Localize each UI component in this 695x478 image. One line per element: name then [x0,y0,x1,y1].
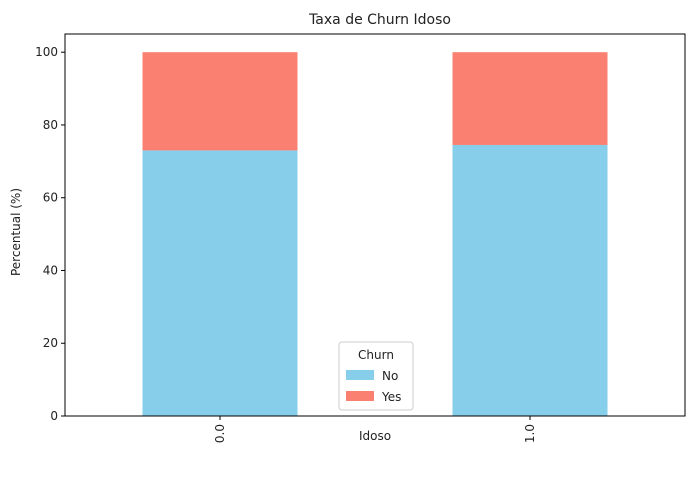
y-ticks-group: 0 20 40 60 80 100 [35,45,65,423]
y-tick-label-1: 20 [43,336,58,350]
y-tick-label-3: 60 [43,191,58,205]
y-tick-label-5: 100 [35,45,58,59]
legend-label-no: No [382,369,398,383]
y-axis-label: Percentual (%) [9,188,23,276]
x-ticks-group: 0.0 1.0 [213,416,537,443]
bar-no-1 [452,144,608,416]
y-tick-label-4: 80 [43,118,58,132]
bar-yes-0 [142,52,298,151]
axes-group [64,33,686,417]
bars-group [142,52,608,416]
x-tick-label-0: 0.0 [213,424,227,443]
x-axis-label: Idoso [359,429,391,443]
legend: Churn No Yes [338,341,414,411]
legend-title: Churn [358,348,394,362]
bar-no-0 [142,150,298,416]
y-tick-label-0: 0 [50,409,58,423]
legend-label-yes: Yes [381,390,401,404]
y-tick-label-2: 40 [43,263,58,277]
legend-swatch-yes [346,391,374,401]
x-tick-label-1: 1.0 [523,424,537,443]
plot-frame [64,33,686,417]
bar-yes-1 [452,52,608,145]
chart-title: Taxa de Churn Idoso [308,12,451,28]
legend-swatch-no [346,370,374,380]
